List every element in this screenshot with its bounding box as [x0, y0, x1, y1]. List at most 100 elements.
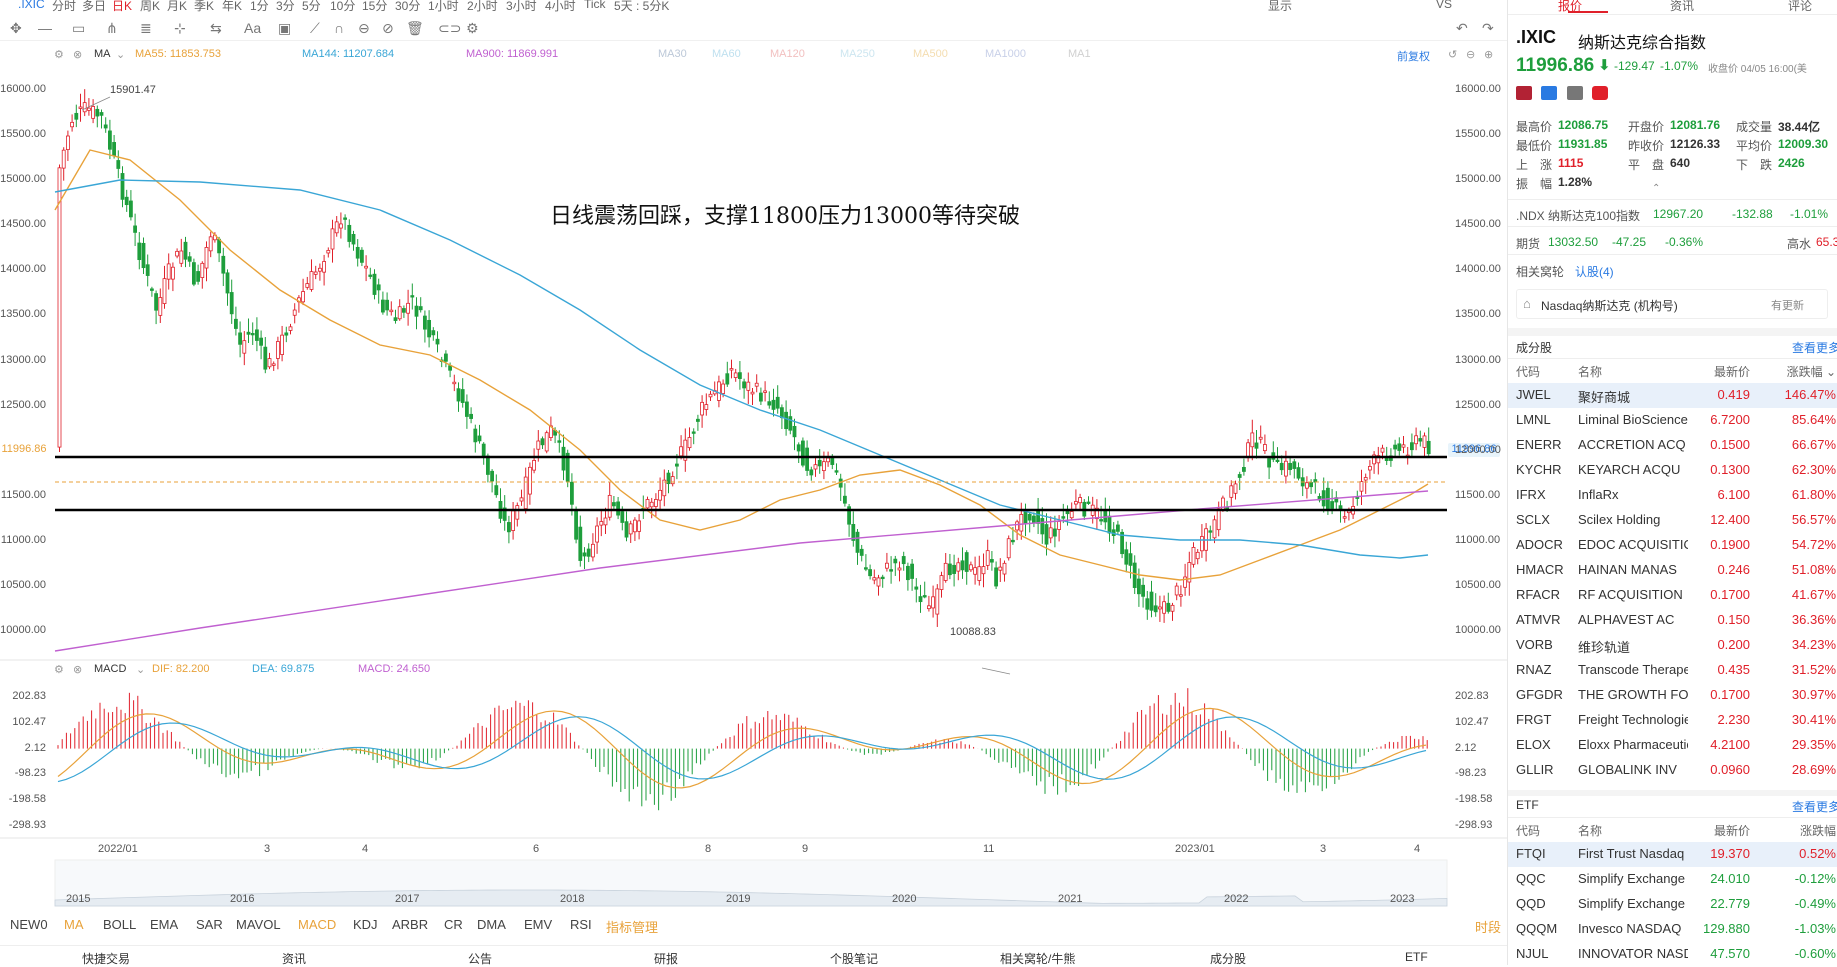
- favorite-heart-icon[interactable]: [1592, 86, 1609, 100]
- ind-macd[interactable]: MACD: [298, 917, 337, 932]
- component-row[interactable]: FRGT Freight Technologies 2.230 30.41%: [1508, 708, 1837, 733]
- macd-name[interactable]: MACD: [94, 663, 127, 675]
- nav-news[interactable]: 资讯: [282, 952, 307, 966]
- macd-chevron-icon[interactable]: ⌄: [136, 664, 146, 676]
- etf-row[interactable]: QQC Simplify Exchange 24.010 -0.12%: [1508, 867, 1837, 892]
- macd-close-icon[interactable]: ⊗: [73, 664, 83, 676]
- period-5day[interactable]: 5天 : 5分K: [614, 0, 670, 13]
- ndx-label[interactable]: .NDX 纳斯达克100指数: [1516, 209, 1641, 223]
- settings-icon[interactable]: ⚙: [466, 20, 479, 36]
- ind-kdj[interactable]: KDJ: [353, 917, 378, 932]
- period-quarterly[interactable]: 季K: [194, 0, 215, 13]
- ma-name[interactable]: MA: [94, 48, 111, 60]
- etf-hdr-price[interactable]: 最新价: [1713, 824, 1750, 838]
- nav-components[interactable]: 成分股: [1210, 952, 1247, 966]
- ind-mavol[interactable]: MAVOL: [236, 917, 281, 932]
- collapse-chevron-icon[interactable]: ⌃: [1652, 183, 1661, 194]
- nav-announcements[interactable]: 公告: [468, 952, 493, 966]
- ind-boll[interactable]: BOLL: [103, 917, 137, 932]
- component-row[interactable]: GFGDR THE GROWTH FOR GOOD 0.1700 30.97%: [1508, 683, 1837, 708]
- ma60-inactive[interactable]: MA60: [712, 48, 741, 60]
- etf-row[interactable]: FTQI First Trust Nasdaq 19.370 0.52%: [1508, 842, 1837, 867]
- ind-ema[interactable]: EMA: [150, 917, 179, 932]
- period-3h[interactable]: 3小时: [506, 0, 537, 13]
- etf-row[interactable]: QQQM Invesco NASDAQ 129.880 -1.03%: [1508, 917, 1837, 942]
- etf-hdr-change[interactable]: 涨跌幅: [1799, 824, 1836, 838]
- nav-warrants[interactable]: 相关窝轮/牛熊: [1000, 952, 1076, 966]
- ma500-inactive[interactable]: MA500: [913, 48, 948, 60]
- component-row[interactable]: KYCHR KEYARCH ACQU 0.1300 62.30%: [1508, 458, 1837, 483]
- ma1-inactive[interactable]: MA1: [1068, 48, 1091, 60]
- rect-tool-icon[interactable]: ▭: [72, 20, 86, 36]
- period-multiday[interactable]: 多日: [82, 0, 107, 13]
- ind-emv[interactable]: EMV: [524, 917, 553, 932]
- component-row[interactable]: RFACR RF ACQUISITION 0.1700 41.67%: [1508, 583, 1837, 608]
- macd-gear-icon[interactable]: ⚙: [54, 664, 64, 676]
- period-10m[interactable]: 10分: [330, 0, 356, 13]
- crosshair-icon[interactable]: ✥: [10, 20, 22, 36]
- component-row[interactable]: ADOCR EDOC ACQUISITION 0.1900 54.72%: [1508, 533, 1837, 558]
- etf-hdr-code[interactable]: 代码: [1516, 824, 1541, 838]
- ind-rsi[interactable]: RSI: [570, 917, 592, 932]
- magnet-icon[interactable]: ∩: [334, 20, 345, 36]
- redo-icon[interactable]: ↷: [1482, 20, 1494, 36]
- etf-more[interactable]: 查看更多: [1792, 800, 1837, 814]
- ind-arbr[interactable]: ARBR: [392, 917, 429, 932]
- component-row[interactable]: ENERR ACCRETION ACQ 0.1500 66.67%: [1508, 433, 1837, 458]
- text-tool-icon[interactable]: Aa: [244, 20, 262, 36]
- component-row[interactable]: RNAZ Transcode Therapeutics 0.435 31.52%: [1508, 658, 1837, 683]
- etf-hdr-name[interactable]: 名称: [1578, 824, 1603, 838]
- fib-tool-icon[interactable]: ⋔: [106, 20, 118, 36]
- trash-icon[interactable]: 🗑: [406, 20, 424, 36]
- ma120-inactive[interactable]: MA120: [770, 48, 805, 60]
- institution-card[interactable]: ⌂ Nasdaq纳斯达克 (机构号) 有更新: [1516, 289, 1828, 319]
- period-intraday[interactable]: 分时: [52, 0, 77, 13]
- ind-cr[interactable]: CR: [444, 917, 463, 932]
- undo-icon[interactable]: ↶: [1456, 20, 1468, 36]
- kline-chart[interactable]: [0, 0, 1507, 965]
- period-tick[interactable]: Tick: [584, 0, 606, 11]
- lightning-icon[interactable]: [1541, 86, 1558, 100]
- nav-quick-trade[interactable]: 快捷交易: [82, 952, 131, 966]
- hdr-name[interactable]: 名称: [1578, 365, 1603, 379]
- ma1000-inactive[interactable]: MA1000: [985, 48, 1026, 60]
- component-row[interactable]: VORB 维珍轨道 0.200 34.23%: [1508, 633, 1837, 658]
- pen-tool-icon[interactable]: ⟋: [310, 20, 320, 36]
- ind-new0[interactable]: NEW0: [10, 917, 48, 932]
- period-1m[interactable]: 1分: [250, 0, 269, 13]
- period-1h[interactable]: 1小时: [428, 0, 459, 13]
- lock-icon[interactable]: ⊖: [358, 20, 370, 36]
- doc-icon[interactable]: [1566, 86, 1583, 100]
- close-icon[interactable]: ⊗: [73, 49, 83, 61]
- measure-tool-icon[interactable]: ⊹: [174, 20, 186, 36]
- futures-label[interactable]: 期货: [1516, 237, 1541, 251]
- tab-quote[interactable]: 报价: [1558, 0, 1583, 13]
- comment-tool-icon[interactable]: ▣: [278, 20, 292, 36]
- etf-row[interactable]: NJUL INNOVATOR NASDAQ 47.570 -0.60%: [1508, 942, 1837, 965]
- period-monthly[interactable]: 月K: [167, 0, 188, 13]
- ind-sar[interactable]: SAR: [196, 917, 223, 932]
- period-5m[interactable]: 5分: [302, 0, 321, 13]
- period-3m[interactable]: 3分: [276, 0, 295, 13]
- hdr-code[interactable]: 代码: [1516, 365, 1541, 379]
- adjust-toggle[interactable]: 前复权: [1397, 51, 1430, 63]
- ma30-inactive[interactable]: MA30: [658, 48, 687, 60]
- vs-button[interactable]: VS: [1436, 0, 1453, 11]
- arrow-tool-icon[interactable]: ⇆: [210, 20, 222, 36]
- component-row[interactable]: SCLX Scilex Holding 12.400 56.57%: [1508, 508, 1837, 533]
- nav-notes[interactable]: 个股笔记: [830, 952, 879, 966]
- link-icon[interactable]: ⊂⊃: [438, 20, 462, 36]
- hdr-change[interactable]: 涨跌幅 ⌄: [1786, 365, 1836, 379]
- period-2h[interactable]: 2小时: [467, 0, 498, 13]
- period-weekly[interactable]: 周K: [140, 0, 161, 13]
- period-symbol[interactable]: .IXIC: [18, 0, 45, 11]
- components-more[interactable]: 查看更多: [1792, 341, 1837, 355]
- period-15m[interactable]: 15分: [362, 0, 388, 13]
- reset-icon[interactable]: ↺: [1448, 49, 1458, 61]
- period-yearly[interactable]: 年K: [222, 0, 243, 13]
- tab-comments[interactable]: 评论: [1788, 0, 1813, 13]
- pattern-tool-icon[interactable]: ≣: [140, 20, 152, 36]
- display-menu[interactable]: 显示: [1268, 0, 1293, 13]
- period-30m[interactable]: 30分: [395, 0, 421, 13]
- component-row[interactable]: IFRX InflaRx 6.100 61.80%: [1508, 483, 1837, 508]
